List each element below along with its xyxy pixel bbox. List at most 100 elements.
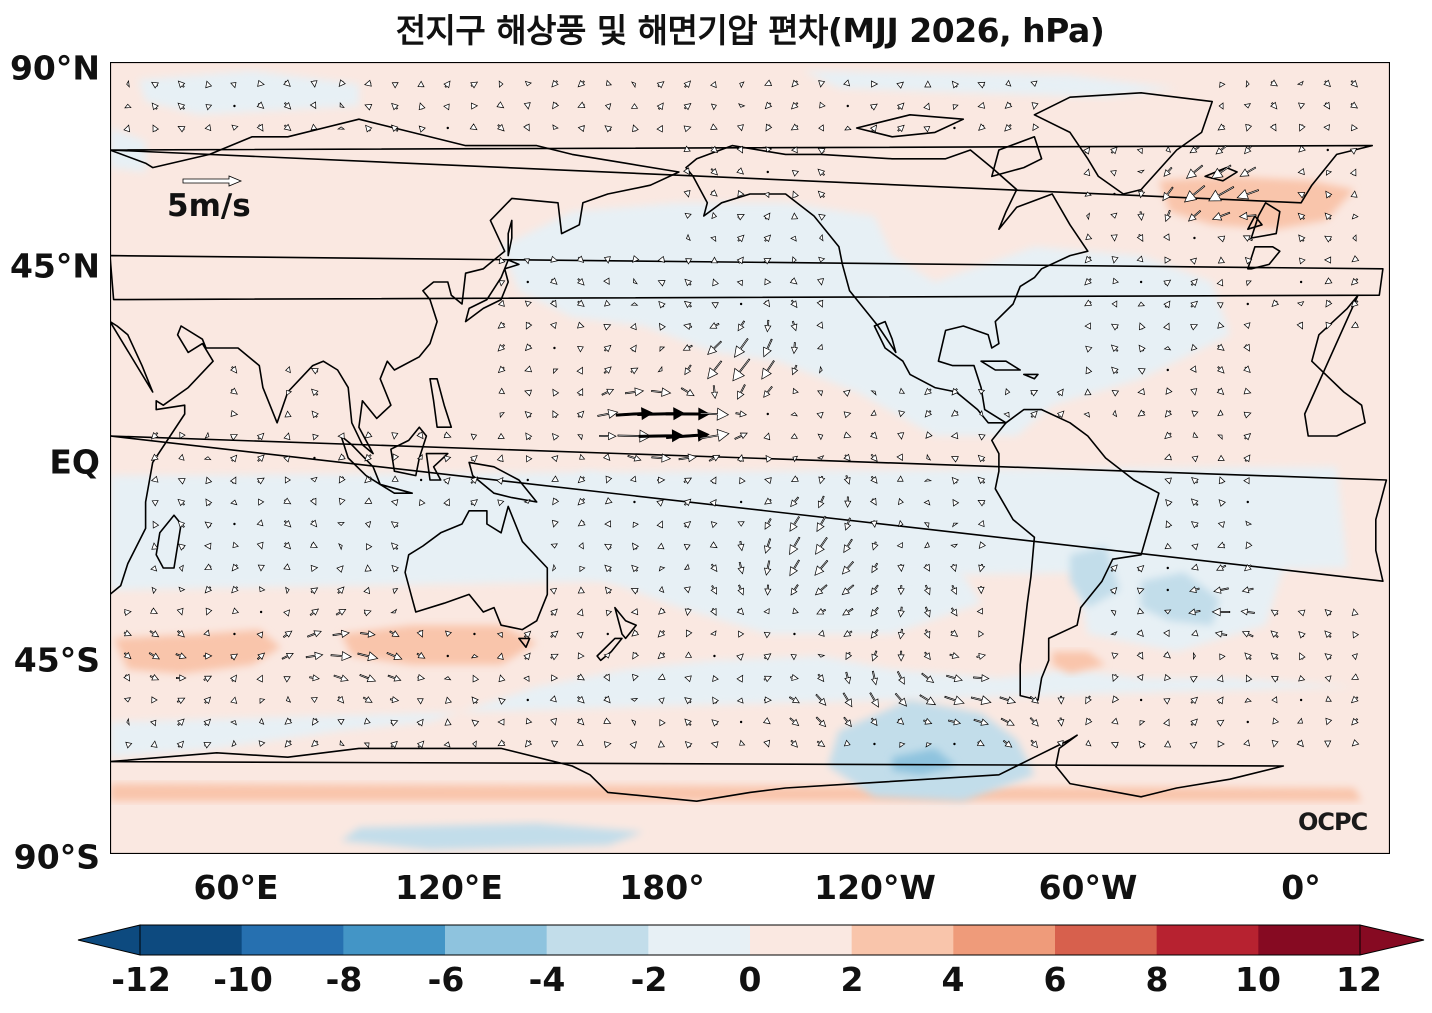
wind-vector xyxy=(1191,629,1199,637)
wind-vector xyxy=(576,739,584,746)
wind-vector xyxy=(470,433,478,441)
wind-vector xyxy=(842,389,851,397)
wind-vector xyxy=(360,630,376,638)
wind-vector xyxy=(125,741,133,749)
wind-vector xyxy=(629,741,637,749)
wind-vector xyxy=(364,431,373,439)
wind-vector xyxy=(1243,365,1251,373)
wind-vector xyxy=(1136,255,1144,263)
wind-vector xyxy=(682,344,693,351)
wind-vector xyxy=(176,697,186,705)
wind-vector xyxy=(950,432,959,440)
wind-vector xyxy=(843,453,851,462)
wind-vector xyxy=(1164,431,1172,440)
wind-vector xyxy=(897,606,905,618)
wind-vector xyxy=(205,104,213,111)
wind-vector xyxy=(925,431,933,439)
wind-vector xyxy=(1110,564,1118,573)
wind-vector xyxy=(1216,719,1225,727)
wind-vector xyxy=(978,563,986,573)
wind-vector xyxy=(553,368,559,375)
wind-vector xyxy=(337,522,345,526)
wind-vector xyxy=(790,123,799,131)
wind-vector xyxy=(685,629,693,638)
wind-vector xyxy=(309,674,320,682)
wind-vector xyxy=(1137,368,1146,375)
wind-vector xyxy=(123,124,131,133)
wind-vector xyxy=(1299,123,1306,132)
wind-vector xyxy=(233,522,236,526)
wind-vector xyxy=(683,521,692,529)
wind-vector xyxy=(1111,717,1119,725)
wind-vector xyxy=(176,607,184,616)
wind-vector xyxy=(498,280,506,287)
wind-vector xyxy=(1351,673,1359,680)
wind-vector xyxy=(842,607,854,616)
coastline xyxy=(110,320,154,393)
wind-vector xyxy=(256,477,265,485)
wind-vector xyxy=(735,410,748,418)
wind-vector xyxy=(632,542,640,551)
wind-vector xyxy=(126,717,130,726)
wind-vector xyxy=(657,365,663,373)
wind-vector xyxy=(925,742,933,748)
wind-vector xyxy=(1163,609,1172,615)
wind-vector xyxy=(473,632,476,636)
colorbar-tick-7: 2 xyxy=(840,960,864,999)
wind-vector xyxy=(1271,739,1279,748)
wind-vector xyxy=(1056,388,1064,397)
wind-vector xyxy=(310,587,319,595)
wind-vector xyxy=(790,342,799,355)
wind-vector xyxy=(576,410,585,419)
wind-vector xyxy=(339,739,345,747)
wind-vector xyxy=(443,455,452,463)
wind-vector xyxy=(871,562,879,574)
wind-vector xyxy=(816,455,825,460)
wind-vector xyxy=(391,475,399,482)
wind-vector xyxy=(1165,498,1173,507)
wind-vector xyxy=(1272,717,1280,725)
coastline xyxy=(155,514,182,569)
wind-vector xyxy=(871,650,879,662)
wind-vector xyxy=(606,632,609,636)
wind-vector xyxy=(873,742,876,746)
wind-vector xyxy=(819,365,823,374)
wind-vector xyxy=(1110,609,1117,617)
wind-vector xyxy=(978,123,986,131)
wind-vector xyxy=(1085,233,1093,240)
wind-vector xyxy=(1211,607,1231,617)
wind-vector xyxy=(951,80,960,89)
wind-vector xyxy=(1085,345,1093,353)
wind-vector xyxy=(1110,146,1118,155)
wind-vector xyxy=(470,455,478,463)
wind-vector xyxy=(579,565,586,573)
wind-vector xyxy=(950,607,958,617)
wind-vector xyxy=(1164,673,1172,681)
wind-vector xyxy=(1165,145,1172,153)
wind-vector xyxy=(819,101,826,109)
wind-vector xyxy=(683,543,691,551)
wind-vector xyxy=(1245,123,1253,132)
wind-vector xyxy=(897,585,905,596)
wind-vector xyxy=(1138,344,1146,353)
wind-vector xyxy=(603,741,612,749)
wind-vector xyxy=(846,104,849,108)
wind-vector xyxy=(1218,102,1224,110)
wind-vector xyxy=(549,299,557,308)
wind-vector xyxy=(309,497,317,506)
wind-vector xyxy=(1296,739,1304,748)
wind-vector xyxy=(1137,301,1146,307)
wind-vector xyxy=(150,565,158,572)
wind-vector xyxy=(921,672,935,683)
wind-vector xyxy=(1216,343,1225,351)
wind-vector xyxy=(363,609,372,617)
wind-vector xyxy=(150,740,158,748)
wind-vector xyxy=(577,695,585,704)
wind-vector xyxy=(523,258,530,265)
wind-vector xyxy=(1029,695,1039,704)
wind-vector xyxy=(816,411,824,419)
wind-vector xyxy=(1325,717,1333,726)
wind-vector xyxy=(656,81,665,89)
wind-vector xyxy=(791,256,797,264)
wind-vector xyxy=(229,476,237,485)
